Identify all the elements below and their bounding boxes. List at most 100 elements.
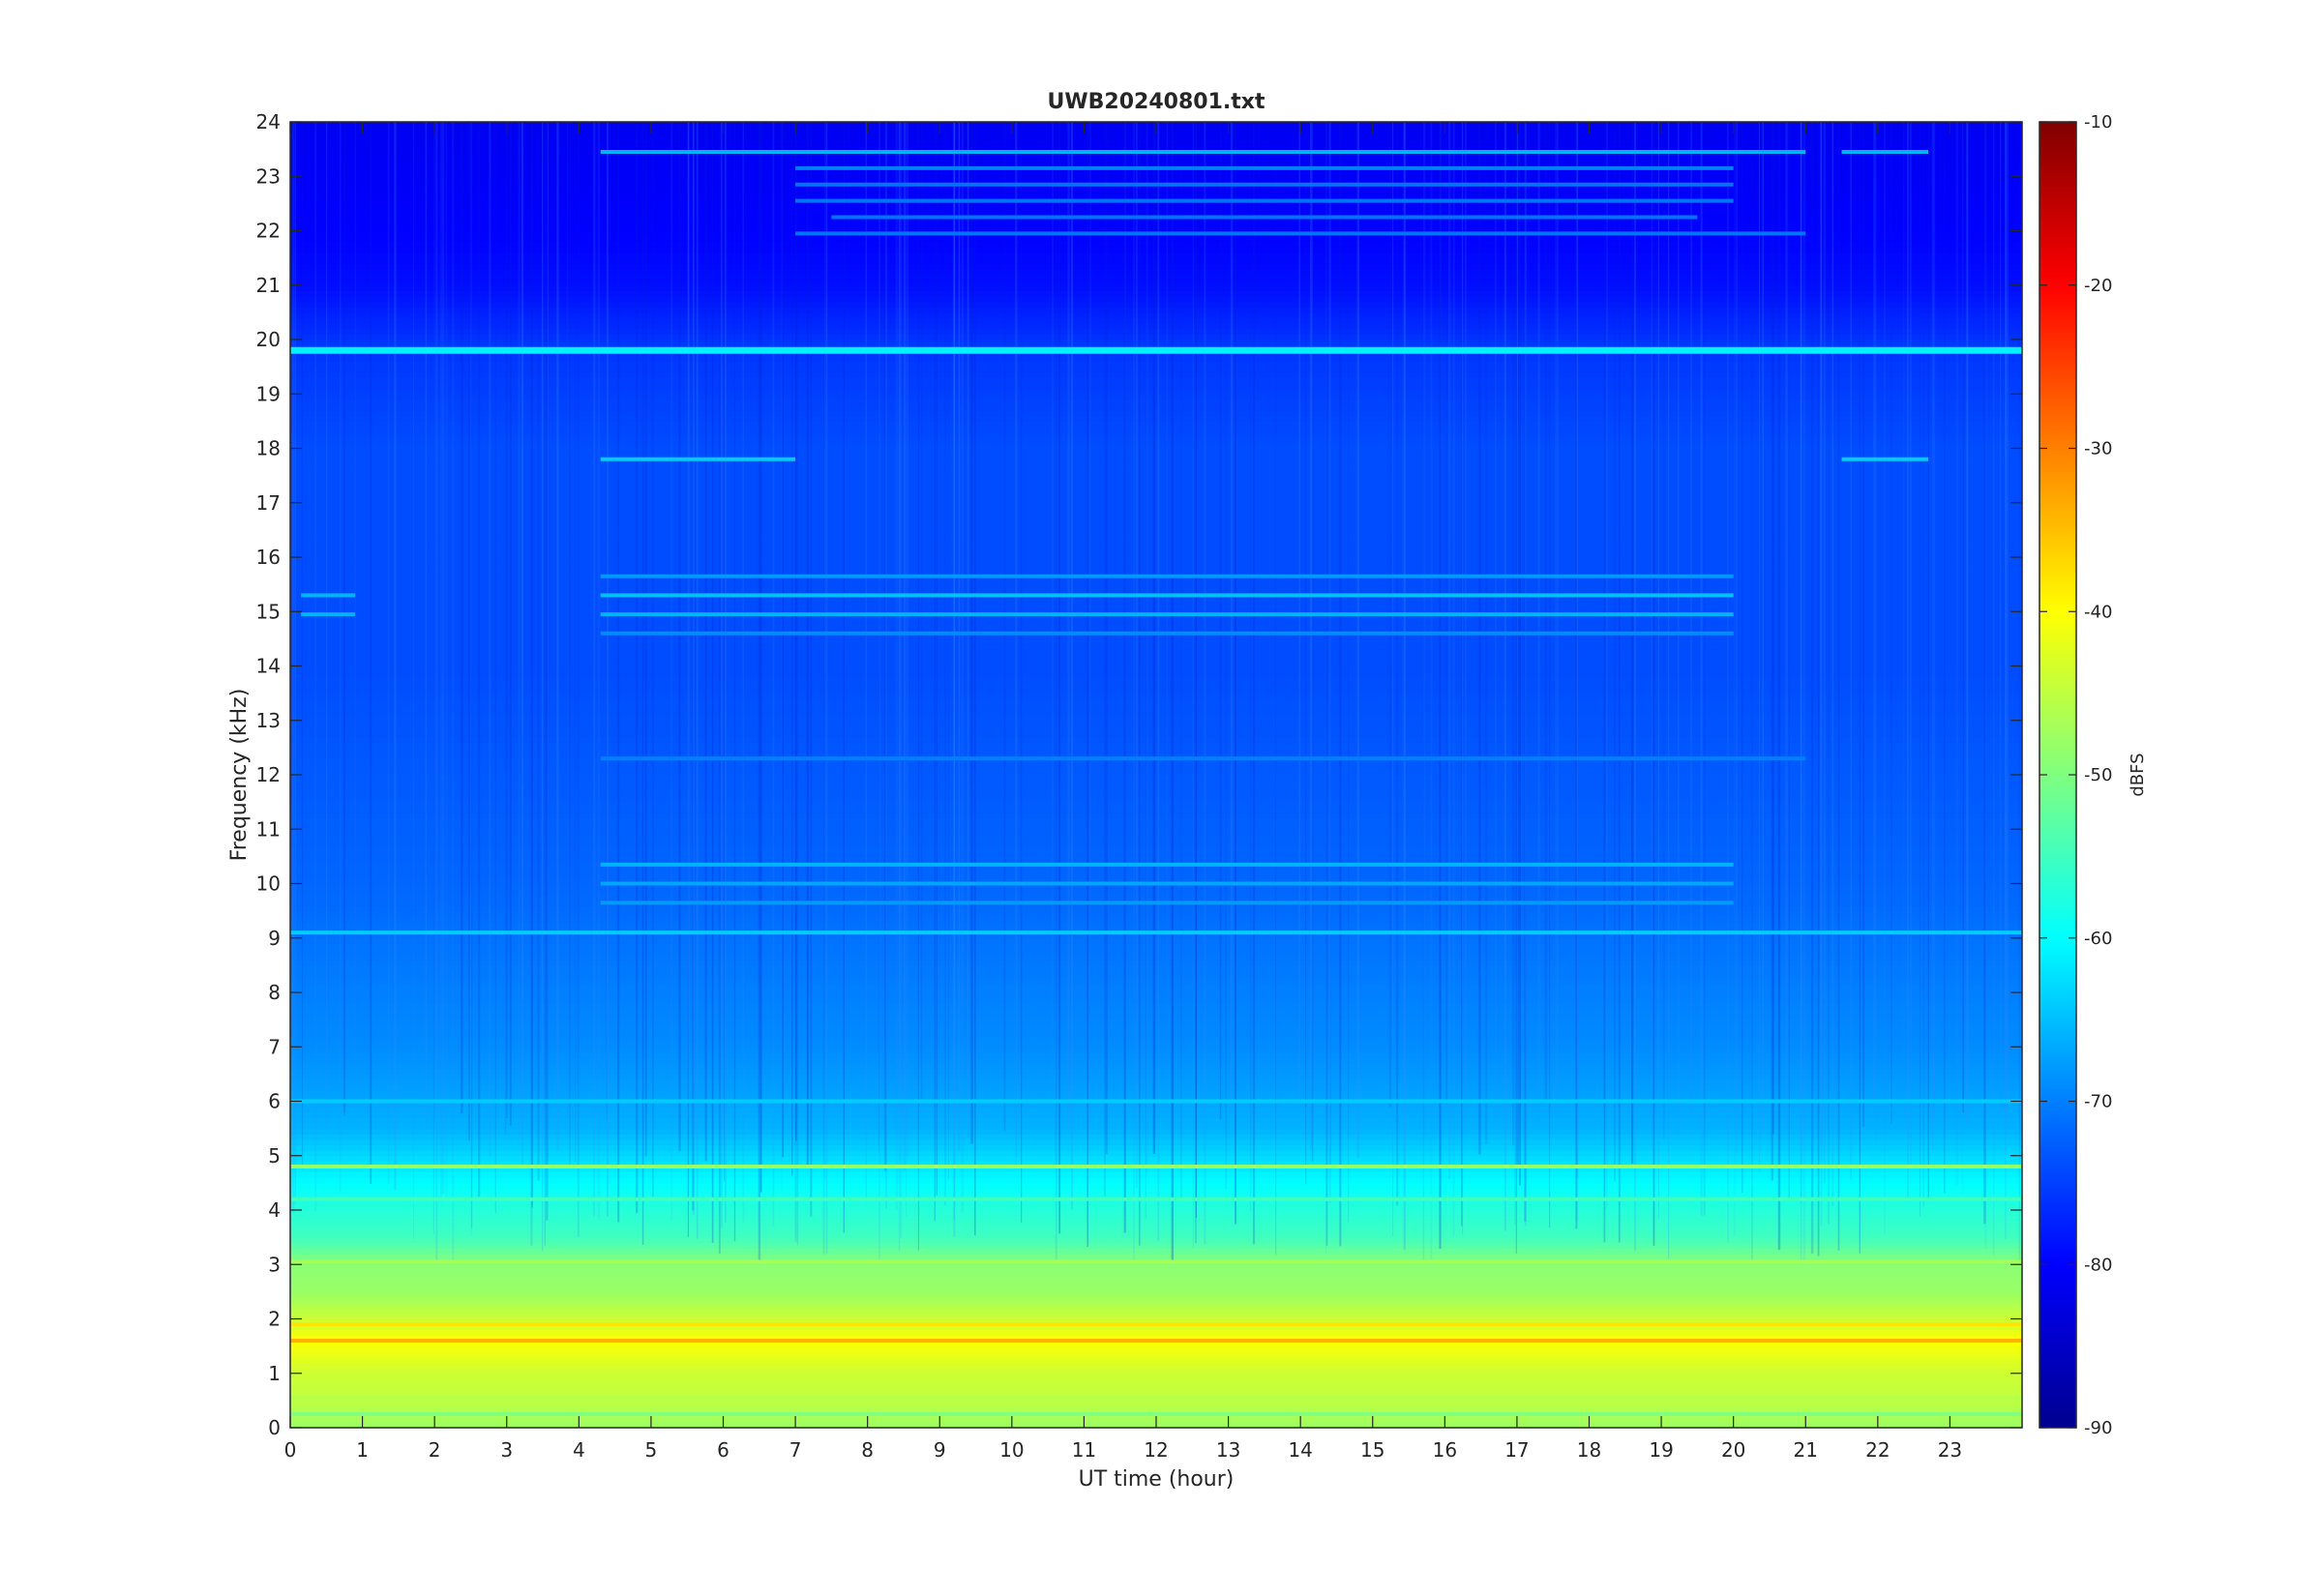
spectrum-band [290,601,2022,607]
spectrum-band [290,1345,2022,1352]
spectrum-band [290,709,2022,716]
spectrum-band [290,633,2022,639]
colorbar-tick-label: -10 [2084,112,2112,133]
spectrum-band [290,541,2022,547]
colorbar-tick-label: -50 [2084,765,2112,785]
spectrum-band [290,236,2022,243]
spectrum-band [290,916,2022,923]
spectrum-band [290,1161,2022,1167]
spectrum-band [290,1210,2022,1217]
spectrum-band [290,769,2022,776]
spectrum-band [290,1329,2022,1336]
spectrum-band [290,589,2022,596]
spectrum-band [290,268,2022,276]
y-tick-label: 11 [256,817,281,841]
spectrum-band [290,845,2022,852]
spectrum-band [290,328,2022,335]
spectrum-band [290,905,2022,912]
spectrum-band [290,703,2022,711]
spectrum-band [290,415,2022,422]
spectrum-band [290,442,2022,450]
spectrum-band [290,388,2022,395]
spectrum-band [290,649,2022,656]
x-tick-label: 11 [1072,1438,1096,1462]
spectrum-band [290,1378,2022,1385]
spectrum-band [290,1171,2022,1178]
spectrum-band [290,296,2022,303]
spectrum-band [290,170,2022,177]
spectrum-band [290,1182,2022,1190]
spectrum-band [290,1237,2022,1244]
y-tick-label: 13 [256,709,281,732]
spectrum-band [290,1291,2022,1298]
spectrum-band [290,856,2022,863]
x-tick-label: 4 [573,1438,585,1462]
spectrum-band [290,274,2022,281]
spectrum-band [290,209,2022,216]
spectrum-band [290,1117,2022,1124]
spectrum-band [290,1341,2022,1347]
spectrum-band [290,1356,2022,1364]
spectrum-band [290,1242,2022,1249]
spectrum-band [290,622,2022,629]
colorbar-tick-label: -80 [2084,1255,2112,1275]
spectrum-band [290,780,2022,786]
spectrum-band [290,671,2022,678]
spectrum-band [290,910,2022,917]
y-tick-label: 1 [268,1362,281,1385]
spectrum-band [290,491,2022,498]
spectrum-band [290,807,2022,813]
spectrum-band [290,220,2022,226]
y-tick-label: 5 [268,1144,281,1167]
spectrum-band [290,311,2022,319]
spectrum-band [290,1036,2022,1043]
spectrum-band [290,421,2022,428]
chart-title: UWB20240801.txt [1048,90,1265,114]
spectrum-band [290,1123,2022,1130]
y-tick-label: 19 [256,382,281,405]
colorbar: -10 -20 -30 -40 -50 -60 -70 -80 -90 dBFS [2039,112,2148,1438]
spectrum-band [290,872,2022,879]
spectrum-band [290,1308,2022,1315]
spectrum-band [290,367,2022,373]
colorbar-ticks: -10 -20 -30 -40 -50 -60 -70 -80 -90 [2039,112,2112,1438]
spectrum-band [290,1150,2022,1157]
x-tick-label: 19 [1649,1438,1673,1462]
spectrum-band [290,850,2022,857]
spectrum-band [290,546,2022,552]
spectrum-band [290,1134,2022,1140]
spectrum-band [290,736,2022,743]
spectrum-band [290,1030,2022,1037]
tonal-lines [290,149,2022,1416]
spectrum-band [290,1373,2022,1379]
spectrum-band [290,1144,2022,1151]
y-tick-label: 7 [268,1035,281,1058]
spectrum-band [290,263,2022,270]
spectrum-band [290,284,2022,291]
x-tick-label: 10 [999,1438,1024,1462]
spectrum-band [290,883,2022,890]
spectrum-band [290,813,2022,819]
x-tick-label: 5 [645,1438,658,1462]
spectrum-band [290,1286,2022,1292]
spectrum-band [290,187,2022,193]
spectrum-band [290,529,2022,537]
y-tick-label: 6 [268,1090,281,1113]
x-tick-label: 13 [1216,1438,1240,1462]
spectrum-band [290,1063,2022,1070]
spectrum-band [290,796,2022,803]
spectrum-band [290,486,2022,493]
colorbar-tick-label: -70 [2084,1092,2112,1112]
spectrum-band [290,987,2022,993]
spectrum-band [290,1167,2022,1173]
spectrum-band [290,1269,2022,1277]
spectrum-band [290,1275,2022,1282]
spectrum-band [290,867,2022,873]
spectrum-band [290,252,2022,259]
spectrum-band [290,562,2022,569]
spectrum-band [290,644,2022,651]
spectrum-band [290,976,2022,983]
spectrum-band [290,1014,2022,1020]
spectrum-band [290,997,2022,1004]
spectrum-band [290,464,2022,471]
